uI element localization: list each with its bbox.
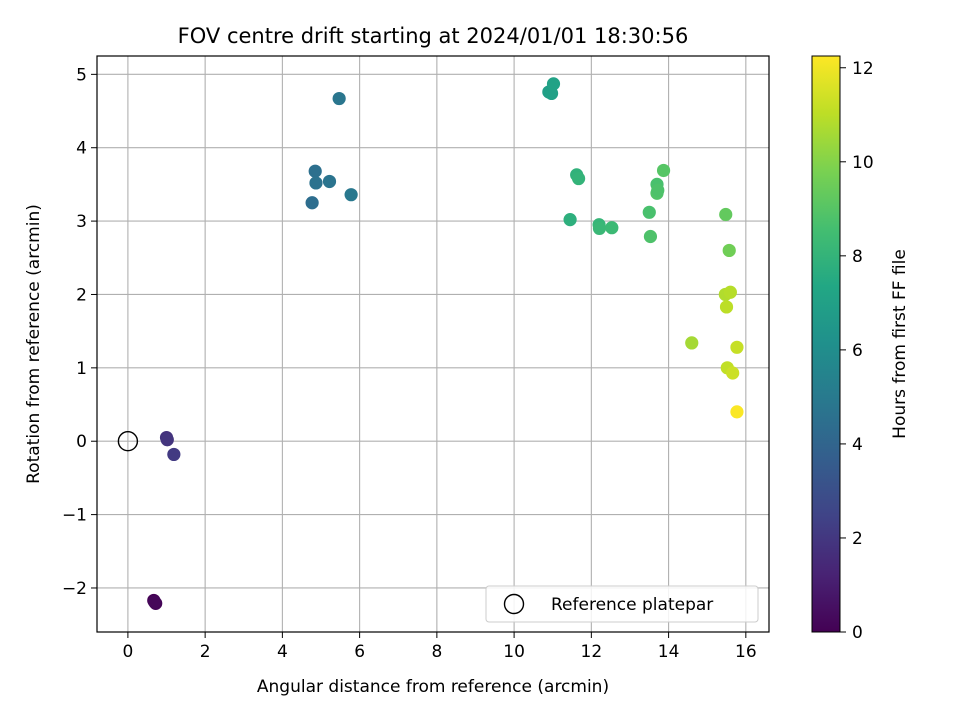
colorbar-tick-label: 2 bbox=[852, 529, 863, 549]
data-point bbox=[722, 243, 736, 258]
data-point bbox=[572, 171, 586, 186]
colorbar-tick-label: 12 bbox=[852, 59, 874, 79]
colorbar-tick-label: 6 bbox=[852, 341, 863, 361]
data-point bbox=[305, 196, 319, 210]
legend-marker bbox=[503, 593, 525, 615]
data-point bbox=[656, 163, 671, 178]
y-axis-label: Rotation from reference (arcmin) bbox=[24, 204, 44, 484]
data-point bbox=[685, 336, 699, 350]
legend-box bbox=[485, 585, 759, 623]
x-tick-label: 16 bbox=[735, 642, 757, 662]
x-tick-label: 0 bbox=[122, 642, 133, 662]
reference-marker-layer bbox=[117, 431, 139, 452]
grid-lines bbox=[97, 56, 769, 632]
colorbar-tick-label: 10 bbox=[852, 153, 874, 173]
data-point bbox=[730, 340, 744, 354]
plot-frame bbox=[96, 55, 770, 633]
y-tick-label: −2 bbox=[62, 579, 87, 599]
colorbar-ticks: 0 2 4 6 8 10 12 bbox=[840, 59, 874, 643]
data-point bbox=[592, 221, 607, 236]
x-tick-label: 12 bbox=[581, 642, 603, 662]
y-tick-label: 4 bbox=[76, 139, 87, 159]
data-point bbox=[719, 300, 734, 314]
data-point bbox=[160, 433, 174, 447]
y-axis-ticks: −2 −1 0 1 2 3 4 5 bbox=[62, 65, 97, 599]
data-point bbox=[642, 205, 656, 219]
data-point bbox=[726, 366, 740, 380]
x-tick-label: 2 bbox=[200, 642, 211, 662]
data-point bbox=[563, 213, 577, 227]
data-point bbox=[147, 595, 162, 609]
data-point bbox=[308, 164, 322, 178]
data-point bbox=[309, 176, 323, 190]
x-tick-label: 10 bbox=[503, 642, 525, 662]
data-point bbox=[643, 229, 658, 244]
y-tick-label: 1 bbox=[76, 359, 87, 379]
y-tick-label: 3 bbox=[76, 212, 87, 232]
data-points bbox=[147, 77, 744, 610]
data-point bbox=[322, 174, 337, 189]
data-point bbox=[730, 405, 744, 419]
data-point bbox=[605, 221, 619, 235]
x-axis-ticks: 0 2 4 6 8 10 12 14 16 bbox=[122, 632, 757, 662]
data-point bbox=[719, 207, 733, 222]
colorbar bbox=[811, 55, 841, 633]
data-point bbox=[332, 91, 346, 106]
colorbar-tick-label: 0 bbox=[852, 623, 863, 643]
reference-point-marker bbox=[117, 431, 139, 452]
data-point bbox=[167, 447, 181, 462]
data-point bbox=[723, 285, 737, 299]
y-tick-label: −1 bbox=[62, 506, 87, 526]
y-tick-label: 0 bbox=[76, 432, 87, 452]
x-tick-label: 6 bbox=[354, 642, 365, 662]
colorbar-label: Hours from first FF file bbox=[890, 249, 910, 439]
x-tick-label: 4 bbox=[277, 642, 288, 662]
legend-label: Reference platepar bbox=[551, 595, 713, 615]
legend: Reference platepar bbox=[485, 585, 759, 623]
x-axis-label: Angular distance from reference (arcmin) bbox=[257, 677, 609, 697]
data-point bbox=[344, 188, 358, 202]
colorbar-tick-label: 4 bbox=[852, 435, 863, 455]
y-tick-label: 2 bbox=[76, 285, 87, 305]
x-tick-label: 8 bbox=[431, 642, 442, 662]
y-tick-label: 5 bbox=[76, 65, 87, 85]
data-point bbox=[546, 77, 561, 91]
chart-title: FOV centre drift starting at 2024/01/01 … bbox=[178, 24, 689, 48]
colorbar-tick-label: 8 bbox=[852, 247, 863, 267]
data-point bbox=[651, 183, 665, 197]
x-tick-label: 14 bbox=[658, 642, 680, 662]
